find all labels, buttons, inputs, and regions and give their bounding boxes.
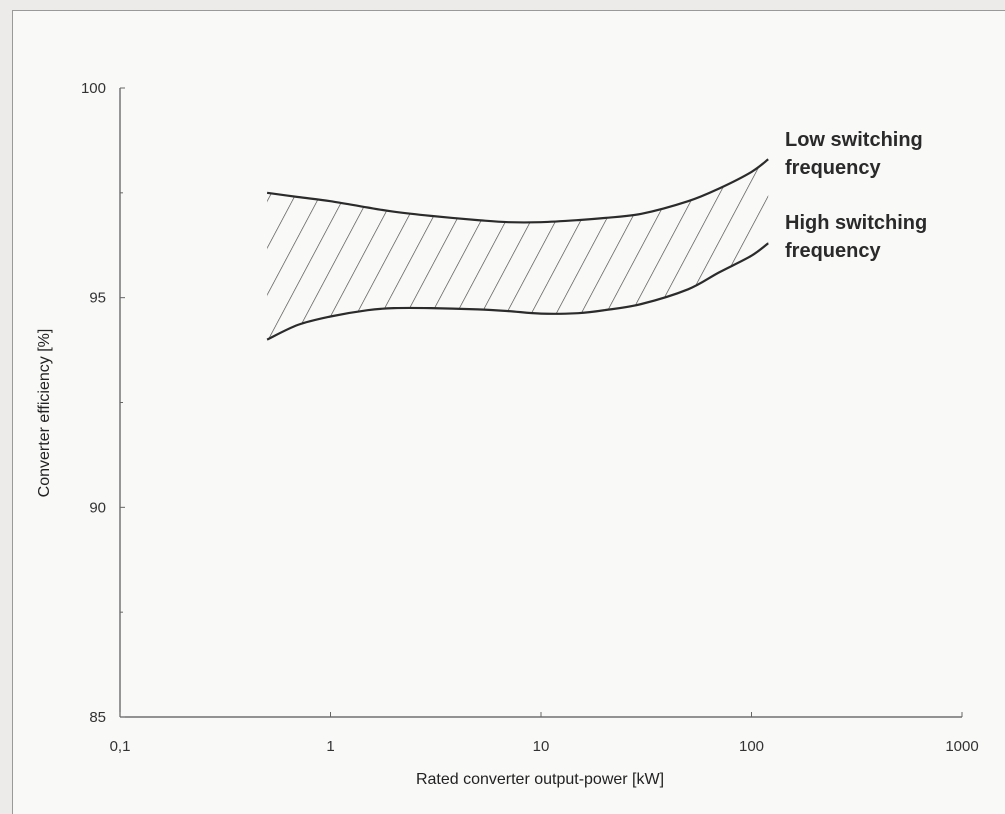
series-line-low-switching (266, 158, 769, 224)
x-tick-label: 1 (326, 738, 334, 755)
y-tick-label: 95 (89, 290, 106, 307)
x-axis-title: Rated converter output-power [kW] (416, 771, 664, 788)
x-tick-label: 10 (533, 738, 550, 755)
annotation-low-switching: frequency (785, 157, 881, 179)
efficiency-band-hatch (267, 159, 769, 340)
x-tick-label: 100 (739, 738, 764, 755)
x-tick-label: 1000 (945, 738, 978, 755)
y-tick-label: 85 (89, 709, 106, 726)
annotation-high-switching: High switching (785, 212, 927, 234)
y-tick-label: 100 (81, 80, 106, 97)
figure-frame (12, 10, 1005, 814)
annotation-high-switching: frequency (785, 240, 881, 262)
y-axis-title: Converter efficiency [%] (36, 329, 53, 498)
series-line-high-switching (266, 242, 769, 341)
x-tick-label: 0,1 (110, 738, 131, 755)
annotation-low-switching: Low switching (785, 129, 923, 151)
y-tick-label: 90 (89, 499, 106, 516)
